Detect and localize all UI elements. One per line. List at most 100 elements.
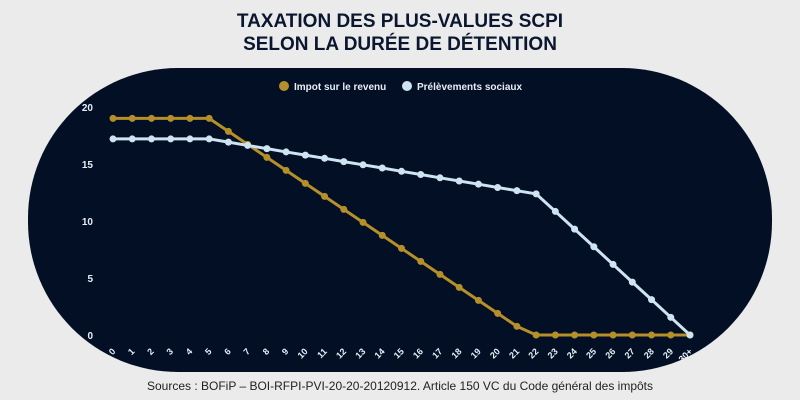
data-point [513, 187, 521, 195]
y-tick-label: 0 [87, 331, 93, 342]
y-tick-label: 5 [87, 274, 93, 285]
data-point [532, 190, 540, 198]
data-point [436, 270, 444, 278]
x-tick-label: 9 [280, 346, 291, 357]
data-point [648, 331, 656, 339]
data-point [263, 145, 271, 153]
x-tick-label: 3 [164, 346, 175, 357]
data-point [417, 170, 425, 178]
data-point [378, 164, 386, 172]
x-tick-label: 10 [296, 346, 310, 360]
x-tick-label: 30+ [677, 346, 695, 364]
x-tick-label: 19 [469, 346, 483, 360]
data-point [494, 183, 502, 191]
data-point [205, 135, 213, 143]
data-point [628, 278, 636, 286]
data-point [147, 114, 155, 122]
data-point [128, 114, 136, 122]
x-tick-label: 26 [603, 346, 617, 360]
data-point [667, 313, 675, 321]
legend-label: Impot sur le revenu [294, 82, 386, 93]
data-point [609, 260, 617, 268]
data-point [263, 153, 271, 161]
x-tick-label: 12 [334, 346, 348, 360]
x-tick-label: 15 [392, 346, 406, 360]
data-point [378, 231, 386, 239]
data-point [417, 257, 425, 265]
data-point [513, 322, 521, 330]
series-line-0 [113, 116, 690, 337]
x-tick-label: 5 [203, 346, 214, 357]
data-point [224, 127, 232, 135]
x-tick-label: 23 [546, 346, 560, 360]
data-point [186, 114, 194, 122]
x-tick-label: 28 [642, 346, 656, 360]
x-tick-label: 2 [145, 346, 156, 357]
x-tick-label: 25 [584, 346, 598, 360]
data-point [147, 135, 155, 143]
y-tick-label: 15 [82, 160, 94, 171]
data-point [359, 161, 367, 169]
x-tick-label: 18 [449, 346, 463, 360]
data-point [340, 158, 348, 166]
data-point [590, 243, 598, 251]
data-point [551, 207, 559, 215]
x-tick-label: 24 [565, 346, 579, 360]
source-note: Sources : BOFiP – BOI-RFPI-PVI-20-20-201… [146, 379, 654, 393]
chart-title: TAXATION DES PLUS-VALUES SCPI SELON LA D… [0, 10, 800, 56]
data-point [436, 174, 444, 182]
data-point [301, 179, 309, 187]
data-point [667, 331, 675, 339]
data-point [128, 135, 136, 143]
data-point [494, 309, 502, 317]
data-point [590, 331, 598, 339]
legend-marker [279, 81, 289, 91]
data-point [455, 177, 463, 185]
data-point [648, 296, 656, 304]
data-point [205, 114, 213, 122]
data-point [359, 218, 367, 226]
x-tick-label: 22 [526, 346, 540, 360]
x-tick-label: 1 [126, 346, 137, 357]
data-point [167, 135, 175, 143]
data-point [340, 205, 348, 213]
data-point [109, 135, 117, 143]
data-point [244, 141, 252, 149]
x-tick-label: 0 [107, 346, 118, 357]
data-point [571, 225, 579, 233]
legend-label: Prélèvements sociaux [417, 82, 522, 93]
x-tick-label: 11 [315, 346, 329, 360]
x-tick-label: 17 [430, 346, 444, 360]
title-line-2: SELON LA DURÉE DE DÉTENTION [243, 34, 557, 55]
x-tick-label: 4 [184, 346, 195, 357]
x-tick-label: 8 [261, 346, 272, 357]
data-point [398, 167, 405, 175]
data-point [282, 166, 290, 174]
data-point [628, 331, 636, 339]
data-point [609, 331, 617, 339]
y-tick-label: 10 [82, 217, 94, 228]
data-point [321, 154, 329, 162]
x-tick-label: 29 [661, 346, 675, 360]
data-point [321, 192, 329, 200]
data-point [551, 331, 559, 339]
data-point [398, 244, 405, 252]
x-tick-label: 21 [507, 346, 521, 360]
x-tick-label: 14 [373, 346, 387, 360]
x-tick-label: 13 [353, 346, 367, 360]
data-point [474, 180, 482, 188]
x-tick-label: 27 [623, 346, 637, 360]
data-point [686, 331, 694, 339]
x-tick-label: 16 [411, 346, 425, 360]
data-point [186, 135, 194, 143]
data-point [167, 114, 175, 122]
data-point [109, 114, 117, 122]
x-tick-label: 20 [488, 346, 502, 360]
x-tick-label: 7 [241, 346, 252, 357]
data-point [455, 283, 463, 291]
data-point [474, 296, 482, 304]
data-point [301, 151, 309, 159]
title-line-1: TAXATION DES PLUS-VALUES SCPI [236, 11, 564, 32]
data-point [224, 138, 232, 146]
